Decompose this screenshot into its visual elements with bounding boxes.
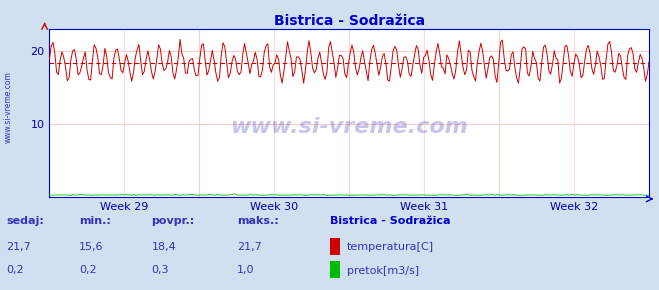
Text: sedaj:: sedaj:	[7, 216, 44, 226]
Text: www.si-vreme.com: www.si-vreme.com	[3, 71, 13, 143]
Text: min.:: min.:	[79, 216, 111, 226]
Text: Bistrica - Sodražica: Bistrica - Sodražica	[330, 216, 450, 226]
Text: www.si-vreme.com: www.si-vreme.com	[231, 117, 468, 137]
Text: 21,7: 21,7	[7, 242, 32, 252]
Text: pretok[m3/s]: pretok[m3/s]	[347, 266, 418, 275]
Text: 1,0: 1,0	[237, 266, 255, 275]
Text: povpr.:: povpr.:	[152, 216, 195, 226]
Text: temperatura[C]: temperatura[C]	[347, 242, 434, 252]
Text: 0,2: 0,2	[79, 266, 97, 275]
Text: 0,3: 0,3	[152, 266, 169, 275]
Title: Bistrica - Sodražica: Bistrica - Sodražica	[273, 14, 425, 28]
Text: 21,7: 21,7	[237, 242, 262, 252]
Text: maks.:: maks.:	[237, 216, 279, 226]
Text: 0,2: 0,2	[7, 266, 24, 275]
Text: 18,4: 18,4	[152, 242, 177, 252]
Text: 15,6: 15,6	[79, 242, 103, 252]
